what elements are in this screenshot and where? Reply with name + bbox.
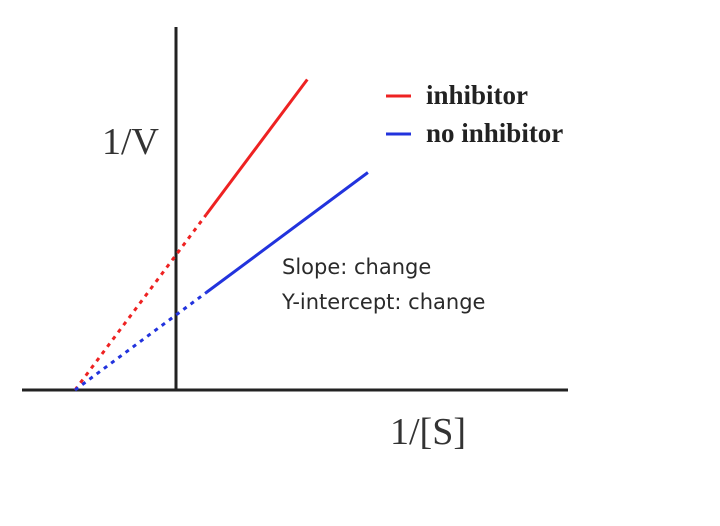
series-layer <box>73 78 369 392</box>
legend-label-inhibitor: inhibitor <box>426 80 528 110</box>
series-inhibitor-line <box>205 78 309 216</box>
annotation-slope: Slope: change <box>282 255 431 279</box>
x-axis-label: 1/[S] <box>390 411 466 453</box>
series-no-inhibitor-line <box>205 171 369 294</box>
legend-label-no-inhibitor: no inhibitor <box>426 118 563 148</box>
series-inhibitor-extrapolation <box>73 213 208 391</box>
legend: inhibitor no inhibitor <box>386 80 563 148</box>
annotation-y-intercept: Y-intercept: change <box>281 290 485 314</box>
series-no-inhibitor-extrapolation <box>74 291 208 392</box>
y-axis-label: 1/V <box>102 121 160 163</box>
